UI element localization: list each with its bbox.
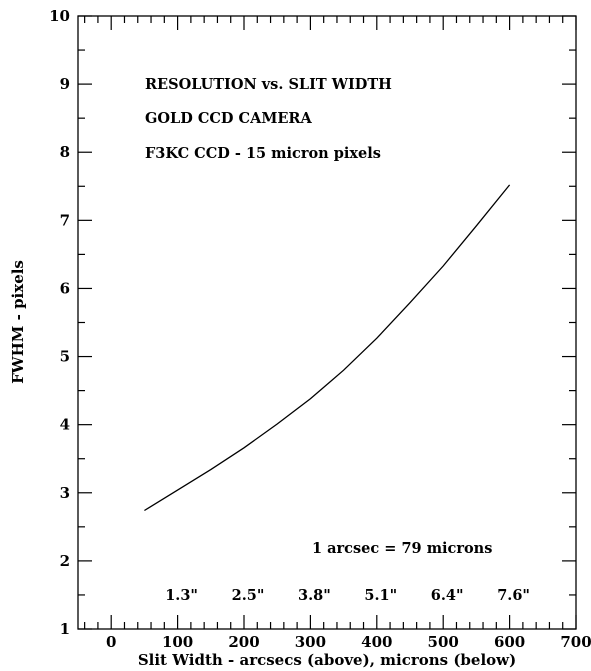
y-tick-label: 10 (49, 7, 70, 25)
x-tick-label: 500 (428, 633, 459, 651)
arcsec-label: 6.4" (431, 587, 464, 604)
y-axis-title: FWHM - pixels (9, 260, 27, 384)
y-tick-label: 3 (60, 484, 70, 502)
annotation-camera: GOLD CCD CAMERA (145, 110, 312, 127)
x-tick-labels: 0 100 200 300 400 500 600 700 (106, 633, 591, 651)
y-tick-label: 6 (60, 279, 70, 297)
x-tick-label: 700 (560, 633, 591, 651)
series-line (144, 184, 511, 512)
y-tick-label: 9 (60, 75, 70, 93)
arcsec-label: 2.5" (232, 587, 265, 604)
annotation-ccd: F3KC CCD - 15 micron pixels (145, 145, 381, 162)
x-tick-label: 300 (295, 633, 326, 651)
y-tick-label: 4 (60, 416, 70, 434)
y-tick-label: 7 (60, 211, 70, 229)
x-tick-label: 600 (494, 633, 525, 651)
arcsec-label: 7.6" (497, 587, 530, 604)
axis-ticks (78, 15, 577, 630)
y-tick-label: 1 (60, 620, 70, 638)
x-tick-label: 0 (106, 633, 116, 651)
x-axis-title: Slit Width - arcsecs (above), microns (b… (138, 651, 516, 669)
y-tick-labels: 1 2 3 4 5 6 7 8 9 10 (49, 7, 70, 638)
x-tick-label: 400 (361, 633, 392, 651)
arcsec-label: 3.8" (298, 587, 331, 604)
y-tick-label: 5 (60, 348, 70, 366)
x-tick-label: 100 (162, 633, 193, 651)
arcsec-labels: 1.3" 2.5" 3.8" 5.1" 6.4" 7.6" (165, 587, 530, 604)
y-tick-label: 8 (60, 143, 70, 161)
arcsec-label: 1.3" (165, 587, 198, 604)
plot-frame (77, 15, 577, 630)
annotation-conversion: 1 arcsec = 79 microns (312, 540, 492, 557)
y-tick-label: 2 (60, 552, 70, 570)
arcsec-label: 5.1" (364, 587, 397, 604)
x-tick-label: 200 (228, 633, 259, 651)
annotation-title: RESOLUTION vs. SLIT WIDTH (145, 76, 392, 93)
